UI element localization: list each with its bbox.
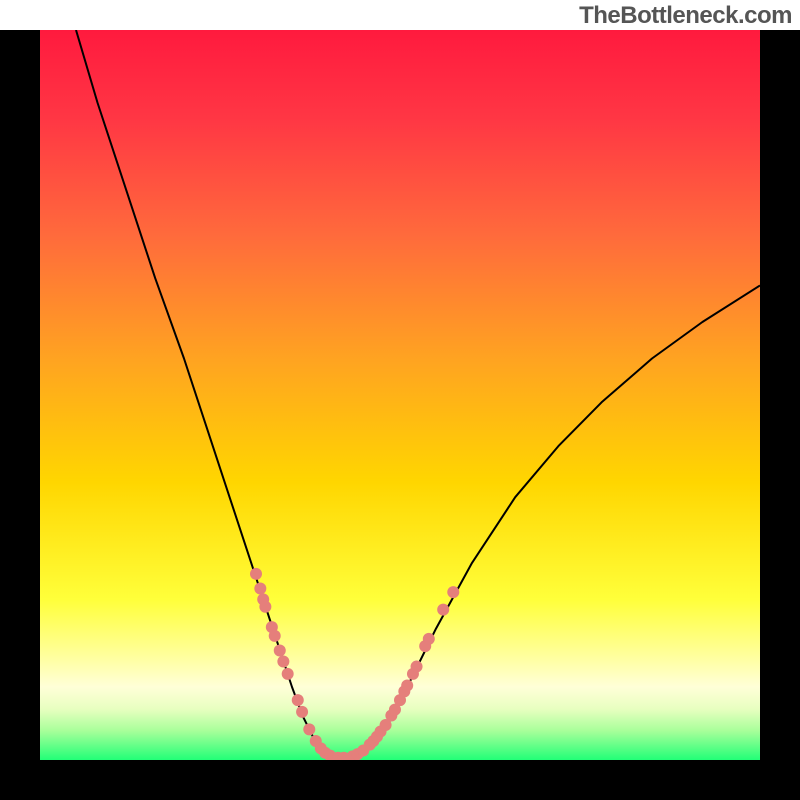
data-marker	[401, 680, 413, 692]
data-marker	[259, 601, 271, 613]
data-marker	[282, 668, 294, 680]
plot-svg	[40, 30, 760, 760]
bottleneck-curve	[76, 30, 760, 758]
data-marker	[296, 706, 308, 718]
data-marker	[423, 633, 435, 645]
plot-border	[0, 30, 800, 800]
data-marker	[411, 661, 423, 673]
data-marker	[274, 645, 286, 657]
plot-area	[40, 30, 760, 760]
data-marker	[292, 694, 304, 706]
data-marker	[303, 723, 315, 735]
data-marker	[254, 582, 266, 594]
data-marker	[269, 630, 281, 642]
data-marker	[250, 568, 262, 580]
data-marker	[447, 586, 459, 598]
data-marker	[277, 655, 289, 667]
data-marker	[437, 604, 449, 616]
watermark-text: TheBottleneck.com	[0, 2, 792, 30]
